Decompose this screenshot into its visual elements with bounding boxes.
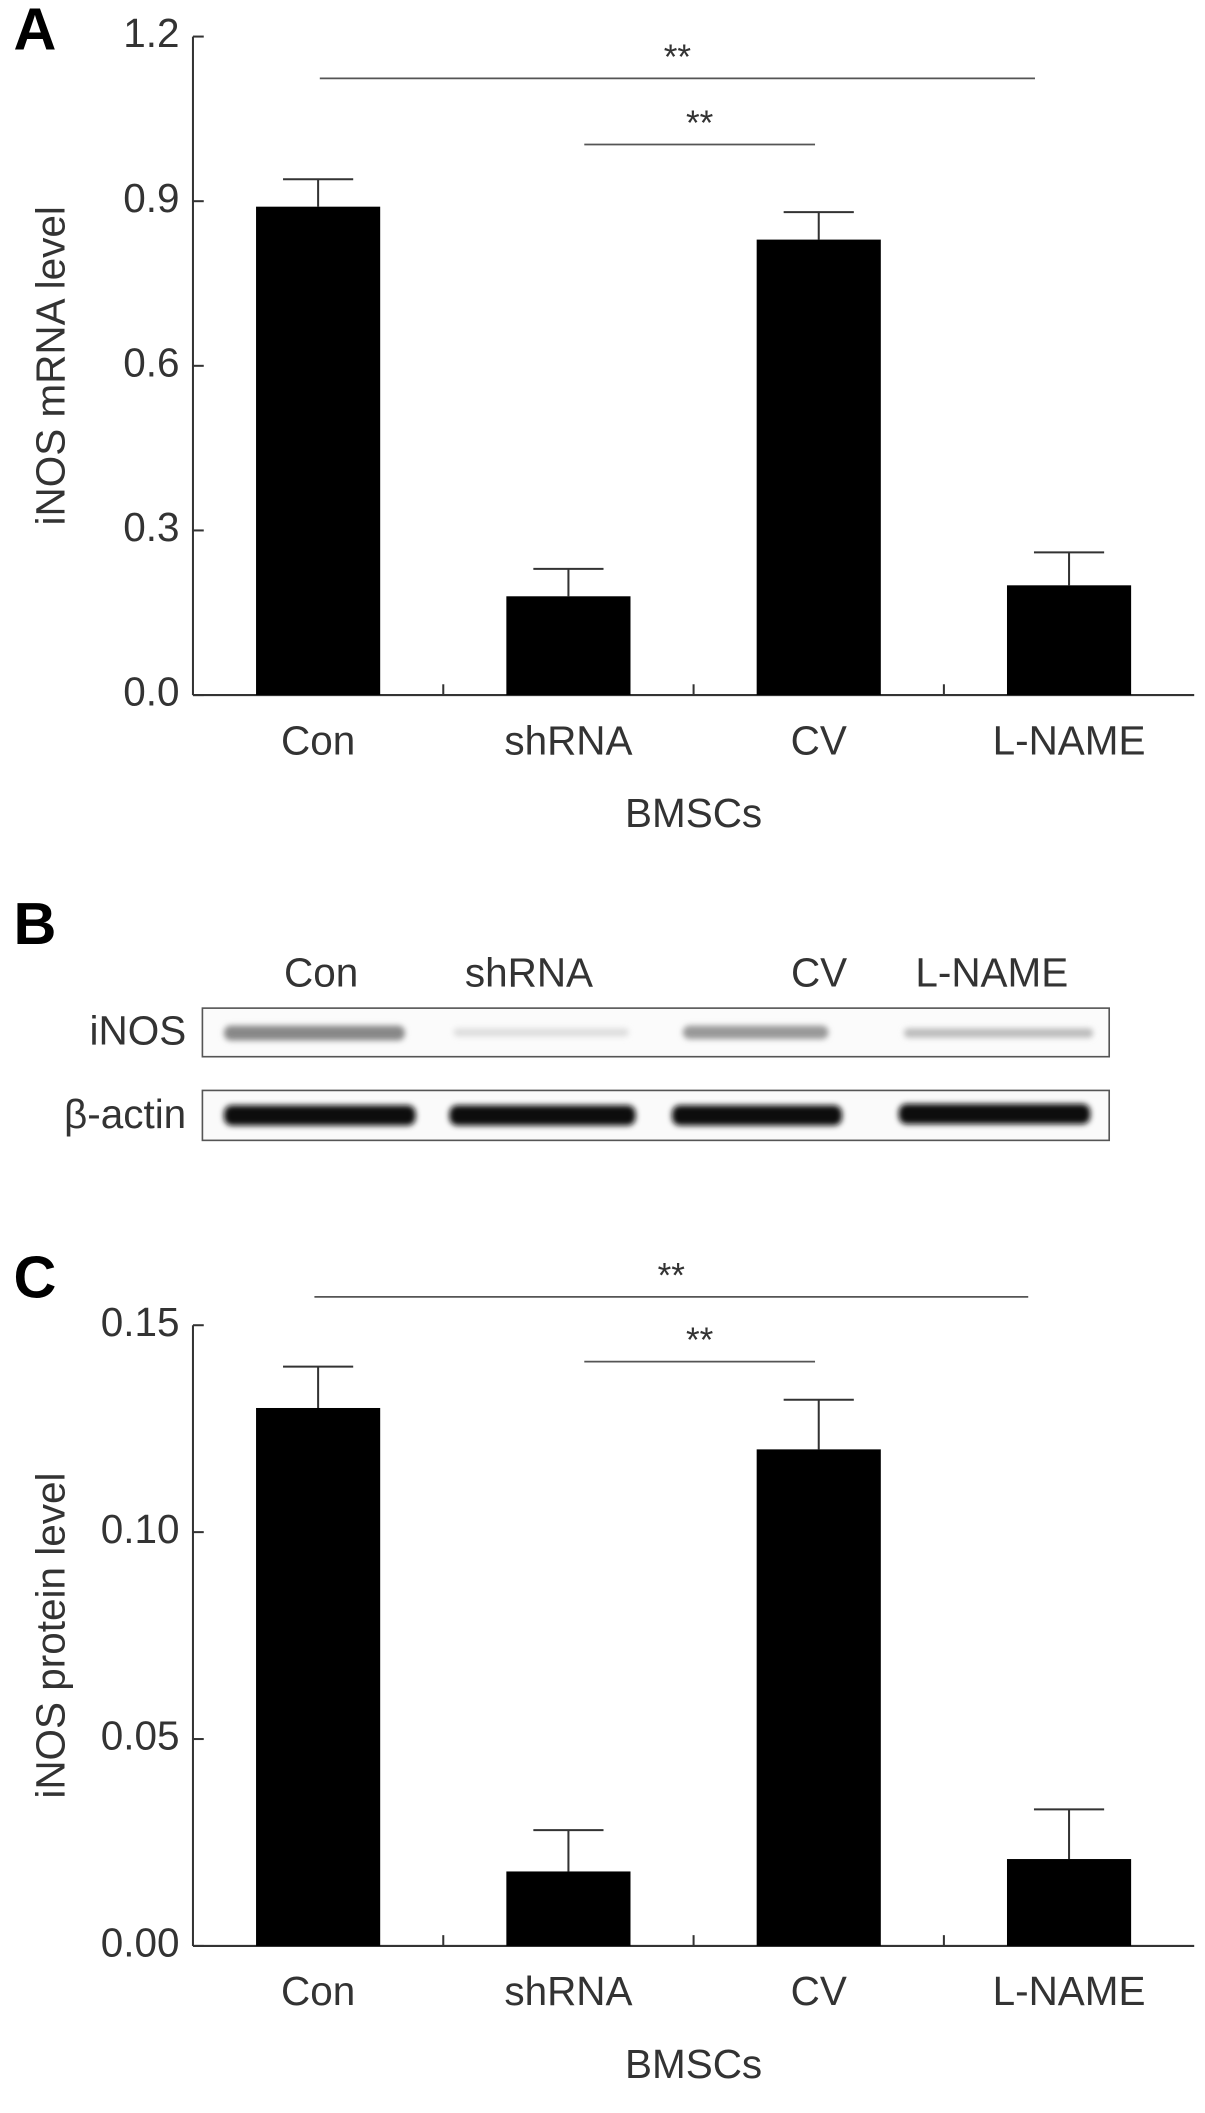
y-tick-label: 0.05 [101,1713,180,1759]
bar [256,1407,381,1946]
bar [1006,585,1132,696]
x-tick-label: L-NAME [993,1968,1146,2014]
y-tick-label: 0.6 [123,340,179,386]
x-tick-label: Con [281,717,355,763]
significance-label: ** [658,1256,686,1295]
band [449,1105,636,1126]
bar [256,206,381,696]
bands-actin [223,1103,1091,1126]
bar [756,1449,881,1946]
x-tick-label: Con [281,1968,355,2014]
x-tick-label: shRNA [504,717,632,763]
chart: A 0.0 0.3 0.6 0.9 1.2 iNOS mRNA level BMSCs Con s… [13,0,1195,836]
x-axis-label: BMSCs [625,2041,762,2087]
bands-inos [223,1025,1094,1041]
row-label: iNOS [90,1007,187,1053]
band [904,1028,1094,1038]
y-axis-label: iNOS mRNA level [28,206,74,525]
significance-label: ** [686,1321,714,1360]
lane-label: shRNA [465,949,593,995]
panel-label: B [13,890,56,957]
panel-label: C [13,1244,56,1311]
x-tick-label: L-NAME [993,717,1146,763]
y-tick-label: 0.00 [101,1920,180,1966]
y-tick-label: 0.15 [101,1299,180,1345]
band [453,1028,629,1037]
bar [1006,1859,1132,1946]
y-tick-label: 1.2 [123,10,179,56]
band [898,1103,1091,1125]
band [223,1025,405,1041]
y-axis-label: iNOS protein level [28,1473,74,1799]
x-tick-label: shRNA [504,1968,632,2014]
panel-label: A [13,0,56,63]
row-label: β-actin [64,1091,186,1137]
lane-label: Con [284,949,358,995]
x-tick-label: CV [791,1968,847,2014]
bar [506,1871,631,1946]
chart: C 0.00 0.05 0.10 0.15 iNOS protein level BMSCs… [13,1244,1195,2087]
y-tick-label: 0.9 [123,175,179,221]
significance-label: ** [664,38,692,77]
lane-label: CV [791,949,847,995]
bar [506,596,631,696]
band [223,1105,416,1126]
x-tick-label: CV [791,717,847,763]
y-tick-label: 0.0 [123,669,179,715]
bar [756,239,881,696]
blot-panel: B Con shRNA CV L-NAME iNOS β-actin [13,890,1111,1142]
lane-label: L-NAME [915,949,1068,995]
y-tick-label: 0.10 [101,1506,180,1552]
significance-label: ** [686,104,714,143]
y-tick-label: 0.3 [123,504,179,550]
x-axis-label: BMSCs [625,790,762,836]
band [671,1105,843,1126]
band [682,1025,829,1040]
